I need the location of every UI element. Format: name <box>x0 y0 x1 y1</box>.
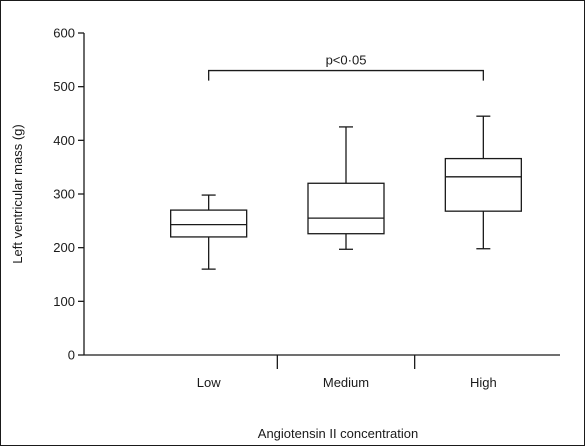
x-axis-title: Angiotensin II concentration <box>258 426 418 441</box>
y-tick-label: 200 <box>53 240 75 255</box>
p-value-label: p<0·05 <box>326 53 367 68</box>
y-axis: 0 100 200 300 400 500 600 <box>53 26 85 363</box>
box-low <box>170 194 248 270</box>
significance-bracket <box>208 69 484 81</box>
boxes <box>170 115 522 270</box>
y-tick-label: 300 <box>53 187 75 202</box>
y-tick-label: 600 <box>53 26 75 41</box>
y-tick-label: 0 <box>68 348 75 363</box>
x-category-label: Medium <box>323 375 369 390</box>
x-category-label: Low <box>197 375 221 390</box>
x-axis: Low Medium High <box>84 354 560 390</box>
box-medium <box>307 126 385 250</box>
iqr-box <box>444 157 522 212</box>
box-high <box>444 115 522 250</box>
y-tick-label: 100 <box>53 294 75 309</box>
x-category-label: High <box>470 375 497 390</box>
iqr-box <box>170 209 248 238</box>
y-axis-title: Left ventricular mass (g) <box>10 124 25 263</box>
significance-annotation: p<0·05 <box>208 53 484 81</box>
y-tick-label: 500 <box>53 79 75 94</box>
iqr-box <box>307 182 385 235</box>
y-tick-label: 400 <box>53 133 75 148</box>
